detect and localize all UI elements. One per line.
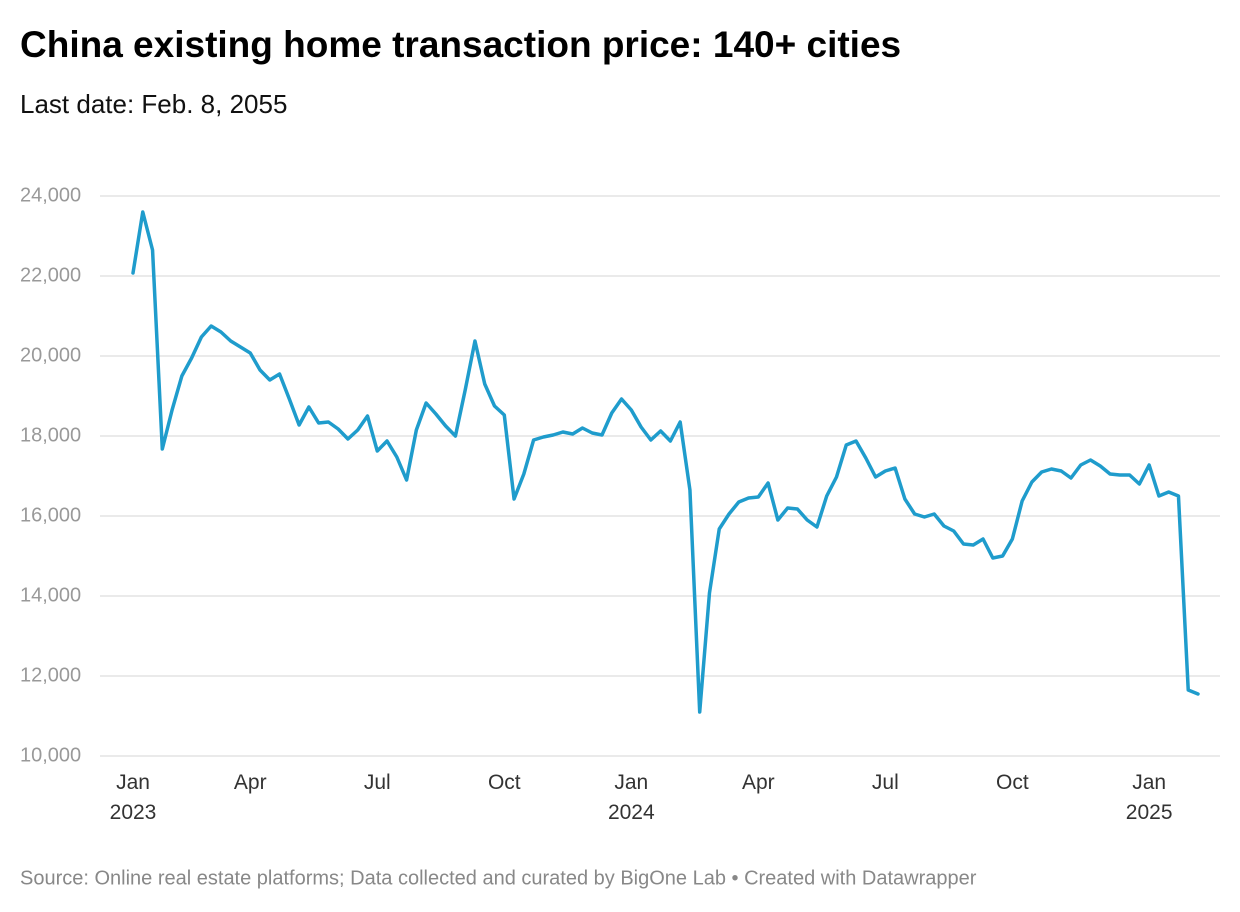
data-line	[131, 210, 1200, 714]
x-tick-label: Jan 2024	[607, 771, 655, 824]
y-tick-label: 14,000	[20, 584, 81, 606]
x-tick-label: Oct	[487, 771, 521, 794]
y-tick-label: 12,000	[20, 664, 81, 686]
source-note: Source: Online real estate platforms; Da…	[20, 867, 977, 889]
x-tick-label: Jul	[363, 771, 391, 794]
x-tick-label: Jan 2023	[109, 771, 157, 824]
chart-subtitle: Last date: Feb. 8, 2055	[20, 89, 287, 119]
y-tick-label: 24,000	[20, 184, 81, 206]
y-tick-label: 10,000	[20, 744, 81, 766]
y-tick-label: 22,000	[20, 264, 81, 286]
y-tick-label: 20,000	[20, 344, 81, 366]
y-tick-label: 16,000	[20, 504, 81, 526]
x-tick-label: Jul	[871, 771, 899, 794]
y-tick-label: 18,000	[20, 424, 81, 446]
x-tick-label: Jan 2025	[1125, 771, 1173, 824]
x-tick-label: Apr	[233, 771, 267, 794]
chart-title: China existing home transaction price: 1…	[20, 24, 901, 65]
x-tick-label: Oct	[996, 771, 1029, 794]
x-tick-label: Apr	[741, 771, 775, 794]
